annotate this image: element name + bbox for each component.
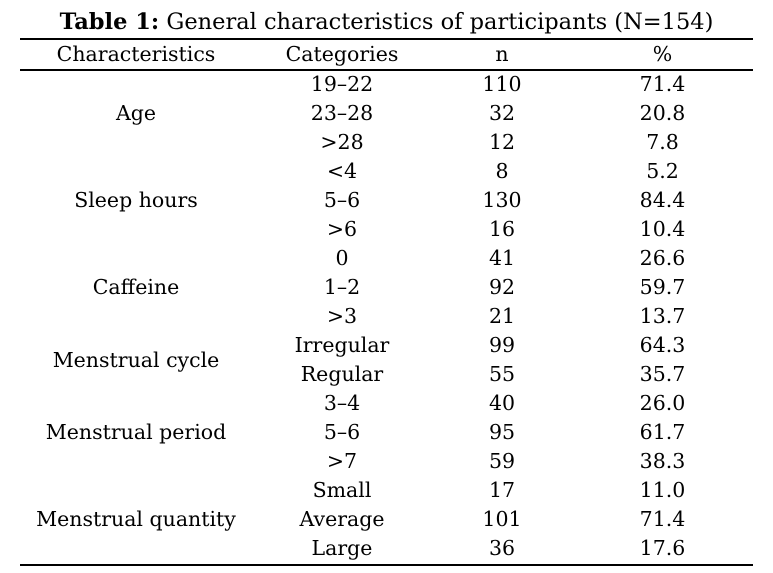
count-cell: 110 <box>482 72 522 96</box>
percent-cell: 11.0 <box>639 478 686 502</box>
category-cell: Large <box>311 536 373 560</box>
category-cell: Average <box>299 507 385 531</box>
count-cell: 95 <box>488 420 516 444</box>
percent-cell: 61.7 <box>639 420 686 444</box>
percent-cell: 71.4 <box>639 507 686 531</box>
percent-cell: 64.3 <box>639 333 686 357</box>
percent-cell: 38.3 <box>639 449 686 473</box>
column-header-n: n <box>495 42 509 66</box>
category-cell: Irregular <box>294 333 390 357</box>
percent-cell: 26.0 <box>639 391 686 415</box>
count-cell: 21 <box>488 304 516 328</box>
category-cell: 19–22 <box>310 72 374 96</box>
count-cell: 101 <box>482 507 522 531</box>
percent-cell: 84.4 <box>639 188 686 212</box>
category-cell: 3–4 <box>323 391 361 415</box>
category-cell: 5–6 <box>323 420 361 444</box>
category-cell: >3 <box>326 304 358 328</box>
table-caption-text: General characteristics of participants … <box>166 9 714 35</box>
column-header-percent: % <box>652 42 673 66</box>
column-header-characteristics: Characteristics <box>56 42 216 66</box>
category-cell: Small <box>312 478 372 502</box>
table-body: Age 19–22 110 71.4 23–28 32 20.8 >28 12 7.8 Sleep … <box>20 70 753 564</box>
percent-cell: 20.8 <box>639 101 686 125</box>
row-group-label: Menstrual cycle <box>52 347 220 372</box>
count-cell: 99 <box>488 333 516 357</box>
category-cell: >7 <box>326 449 358 473</box>
category-cell: >6 <box>326 217 358 241</box>
count-cell: 41 <box>488 246 516 270</box>
row-group-label: Age <box>115 101 157 125</box>
count-cell: 130 <box>482 188 522 212</box>
category-cell: Regular <box>300 362 384 386</box>
row-group-label: Caffeine <box>92 275 180 299</box>
row-group-label: Sleep hours <box>74 188 198 212</box>
row-group-label: Menstrual quantity <box>36 507 236 531</box>
percent-cell: 10.4 <box>639 217 686 241</box>
bottom-rule <box>20 564 753 566</box>
table-caption: Table 1: General characteristics of part… <box>0 6 773 38</box>
category-cell: 0 <box>335 246 349 270</box>
count-cell: 8 <box>495 159 509 183</box>
count-cell: 17 <box>488 478 516 502</box>
header-rule <box>20 69 753 71</box>
top-rule <box>20 38 753 40</box>
count-cell: 36 <box>488 536 516 560</box>
percent-cell: 13.7 <box>639 304 686 328</box>
column-header-categories: Categories <box>285 42 399 66</box>
count-cell: 12 <box>488 130 516 154</box>
percent-cell: 7.8 <box>646 130 679 154</box>
percent-cell: 17.6 <box>639 536 686 560</box>
percent-cell: 35.7 <box>639 362 686 386</box>
percent-cell: 59.7 <box>639 275 686 299</box>
percent-cell: 26.6 <box>639 246 686 270</box>
count-cell: 92 <box>488 275 516 299</box>
category-cell: 23–28 <box>310 101 374 125</box>
column-header-row: Characteristics Categories n % <box>20 39 753 69</box>
category-cell: 5–6 <box>323 188 361 212</box>
row-group-label: Menstrual period <box>45 420 227 444</box>
category-cell: >28 <box>320 130 364 154</box>
count-cell: 55 <box>488 362 516 386</box>
table-caption-label: Table 1: <box>59 9 160 35</box>
count-cell: 40 <box>488 391 516 415</box>
count-cell: 59 <box>488 449 516 473</box>
count-cell: 16 <box>488 217 516 241</box>
count-cell: 32 <box>488 101 516 125</box>
percent-cell: 71.4 <box>639 72 686 96</box>
category-cell: 1–2 <box>323 275 361 299</box>
percent-cell: 5.2 <box>646 159 679 183</box>
category-cell: <4 <box>326 159 358 183</box>
